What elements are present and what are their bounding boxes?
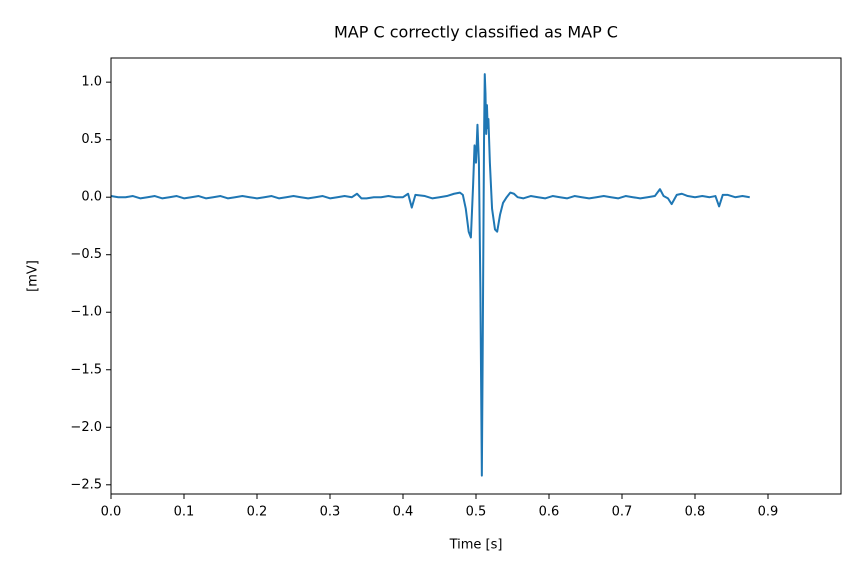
x-tick-label: 0.5	[466, 505, 487, 520]
x-tick-label: 0.0	[101, 505, 122, 520]
y-tick-label: 0.5	[81, 132, 102, 147]
x-tick-label: 0.8	[685, 505, 706, 520]
plot-frame	[110, 57, 842, 495]
y-tick-label: 0.0	[81, 190, 102, 205]
y-tick-label: −2.0	[70, 420, 102, 435]
x-tick-label: 0.3	[320, 505, 341, 520]
y-tick-label: 1.0	[81, 75, 102, 90]
y-axis-label: [mV]	[26, 260, 41, 292]
x-tick-label: 0.7	[612, 505, 633, 520]
y-tick-label: −1.5	[70, 362, 102, 377]
x-tick-label: 0.1	[174, 505, 195, 520]
x-tick-label: 0.4	[393, 505, 414, 520]
y-tick-label: −0.5	[70, 247, 102, 262]
y-tick-label: −2.5	[70, 477, 102, 492]
x-tick-label: 0.2	[247, 505, 268, 520]
data-line	[110, 73, 750, 477]
x-axis-label: Time [s]	[449, 538, 503, 553]
x-tick-label: 0.6	[539, 505, 560, 520]
x-tick-label: 0.9	[758, 505, 779, 520]
chart-title: MAP C correctly classified as MAP C	[334, 23, 618, 42]
y-tick-label: −1.0	[70, 305, 102, 320]
